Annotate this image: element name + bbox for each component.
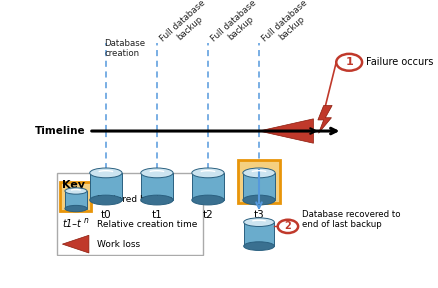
Bar	[242, 173, 275, 200]
Text: t2: t2	[202, 210, 213, 220]
Polygon shape	[62, 235, 88, 253]
Bar	[141, 173, 173, 200]
Text: Full database
backup: Full database backup	[158, 0, 214, 51]
Text: t1–t: t1–t	[62, 219, 81, 229]
Text: t0: t0	[100, 210, 111, 220]
Ellipse shape	[65, 205, 87, 212]
FancyBboxPatch shape	[60, 182, 91, 211]
Text: Database recovered to
end of last backup: Database recovered to end of last backup	[301, 210, 399, 230]
Ellipse shape	[141, 195, 173, 205]
Ellipse shape	[243, 242, 274, 251]
Circle shape	[336, 54, 361, 71]
Text: t3: t3	[253, 210, 264, 220]
Text: t1: t1	[151, 210, 162, 220]
Text: 1: 1	[345, 57, 352, 67]
Text: Restored backup: Restored backup	[97, 195, 173, 204]
Text: Work loss: Work loss	[97, 240, 140, 249]
Circle shape	[277, 220, 297, 233]
Polygon shape	[258, 119, 313, 143]
Polygon shape	[317, 105, 332, 133]
Text: Full database
backup: Full database backup	[260, 0, 316, 51]
Ellipse shape	[242, 168, 275, 178]
Ellipse shape	[191, 195, 224, 205]
Text: Database
creation: Database creation	[104, 39, 145, 58]
Ellipse shape	[141, 168, 173, 178]
Text: n: n	[84, 217, 89, 226]
Ellipse shape	[191, 168, 224, 178]
Text: Key: Key	[62, 180, 85, 190]
Ellipse shape	[243, 218, 274, 226]
FancyBboxPatch shape	[238, 160, 279, 203]
Text: Failure occurs: Failure occurs	[365, 57, 432, 67]
Text: 2: 2	[284, 221, 291, 231]
Bar	[191, 173, 224, 200]
Ellipse shape	[242, 195, 275, 205]
Text: Relative creation time: Relative creation time	[97, 220, 198, 229]
Ellipse shape	[65, 188, 87, 194]
Text: Timeline: Timeline	[35, 126, 85, 136]
Text: Full database
backup: Full database backup	[209, 0, 265, 51]
Bar	[89, 173, 122, 200]
Ellipse shape	[89, 168, 122, 178]
FancyBboxPatch shape	[57, 173, 202, 255]
Ellipse shape	[89, 195, 122, 205]
Bar	[65, 191, 87, 209]
Bar	[243, 222, 274, 246]
